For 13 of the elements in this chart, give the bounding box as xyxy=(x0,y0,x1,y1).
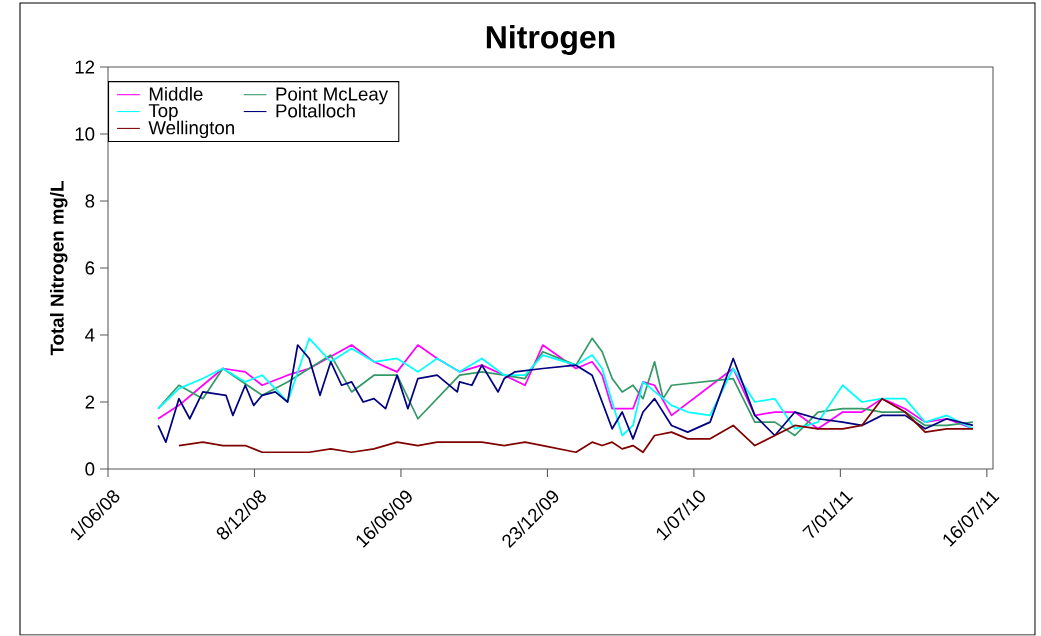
chart-title: Nitrogen xyxy=(486,25,615,56)
legend-label: Top xyxy=(148,104,178,122)
legend-label: Middle xyxy=(149,87,203,101)
y-axis-title: Total Nitrogen mg/L xyxy=(50,181,68,356)
y-tick-label: 2 xyxy=(85,395,95,409)
y-tick-label: 12 xyxy=(75,60,95,74)
y-tick-label: 4 xyxy=(85,328,95,342)
y-tick-label: 8 xyxy=(85,194,95,208)
y-tick-label: 0 xyxy=(85,462,95,476)
legend-label: Wellington xyxy=(148,120,234,139)
legend-label: Poltalloch xyxy=(276,104,355,118)
y-tick-label: 6 xyxy=(85,261,95,275)
y-tick-label: 10 xyxy=(75,127,95,141)
